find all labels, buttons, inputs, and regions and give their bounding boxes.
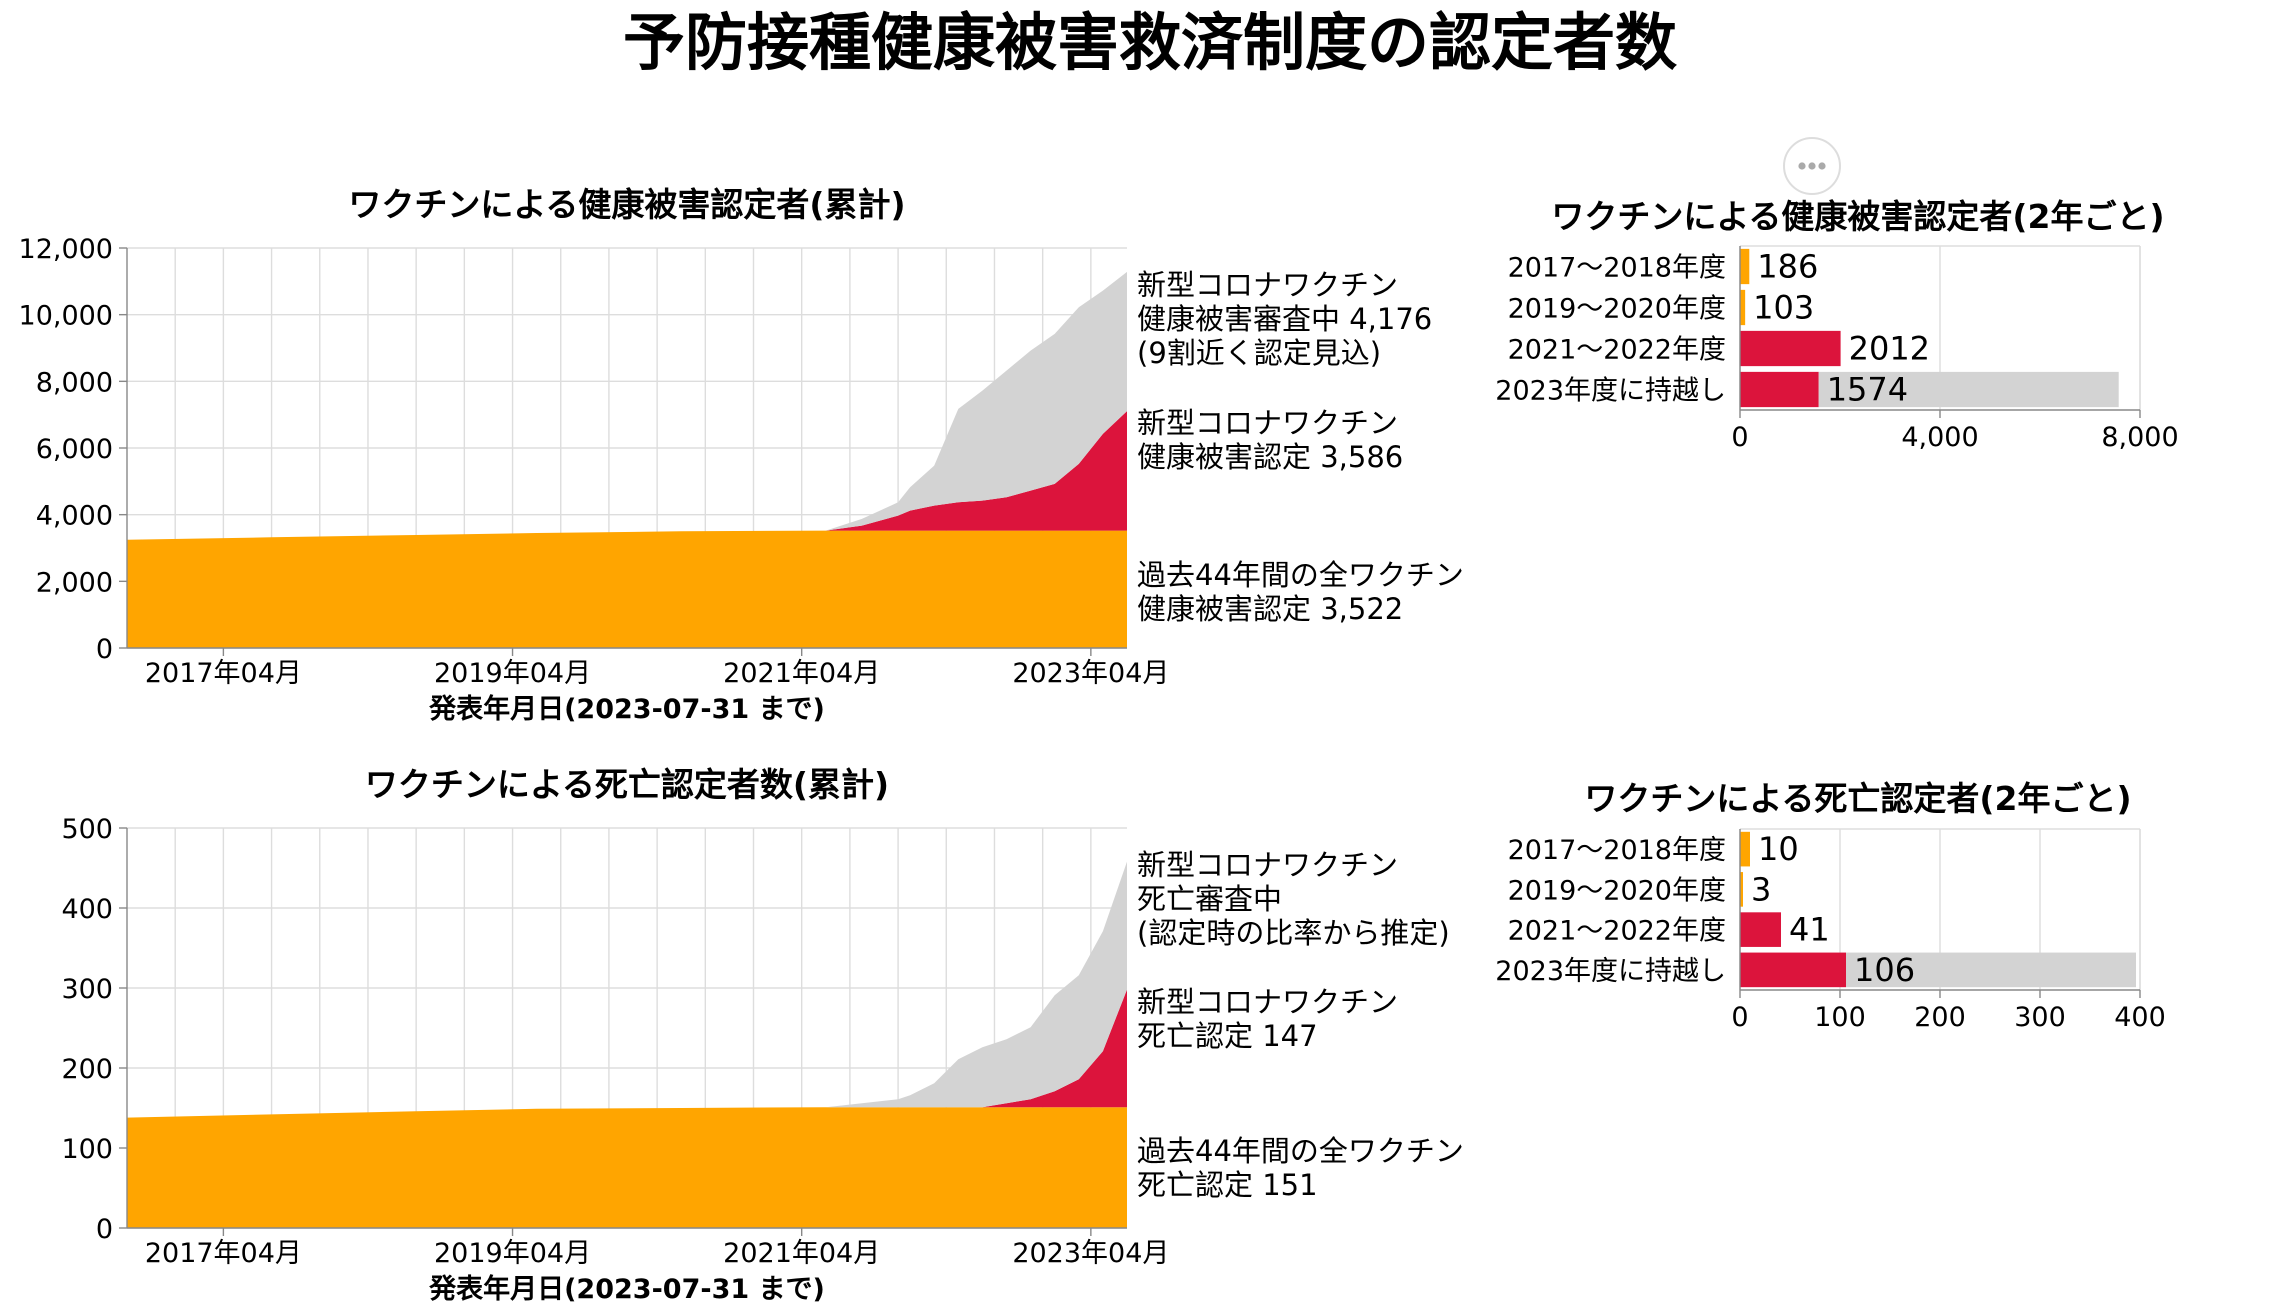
y-tick-label: 2,000 bbox=[36, 567, 113, 598]
health-biennial-chart: ワクチンによる健康被害認定者(2年ごと) 186 2017～2018年度 103 201… bbox=[1495, 197, 2178, 453]
x-tick-label: 0 bbox=[1731, 422, 1748, 453]
bar-value-label: 106 bbox=[1854, 951, 1915, 989]
health-cumulative-chart: ワクチンによる健康被害認定者(累計) 0 2,000 4,000 6,000 8,000 1… bbox=[19, 185, 1464, 725]
bar-value-label: 41 bbox=[1789, 911, 1830, 949]
y-tick-label: 6,000 bbox=[36, 434, 113, 465]
category-label: 2021～2022年度 bbox=[1508, 916, 1726, 947]
series-annotation: 新型コロナワクチン bbox=[1137, 985, 1398, 1019]
x-axis-title: 発表年月日(2023-07-31 まで) bbox=[428, 1273, 825, 1305]
x-tick-label: 400 bbox=[2114, 1002, 2166, 1033]
bar-value-label: 186 bbox=[1757, 248, 1818, 286]
pending-bar bbox=[1846, 952, 2136, 988]
y-tick-label: 8,000 bbox=[36, 367, 113, 398]
x-axis-title: 発表年月日(2023-07-31 まで) bbox=[428, 693, 825, 725]
series-annotation: 健康被害認定 3,586 bbox=[1137, 440, 1403, 474]
chart-title: ワクチンによる健康被害認定者(2年ごと) bbox=[1551, 197, 2164, 236]
series-annotation: 過去44年間の全ワクチン bbox=[1137, 558, 1464, 592]
category-label: 2019～2020年度 bbox=[1508, 875, 1726, 906]
ellipsis-icon bbox=[1798, 162, 1826, 170]
category-label: 2023年度に持越し bbox=[1495, 956, 1726, 987]
axes bbox=[119, 827, 1127, 1236]
series-area-0 bbox=[127, 1107, 1127, 1228]
category-label: 2021～2022年度 bbox=[1508, 335, 1726, 366]
y-tick-label: 400 bbox=[61, 894, 113, 925]
series-area-1 bbox=[127, 989, 1127, 1118]
category-label: 2019～2020年度 bbox=[1508, 294, 1726, 325]
more-actions-button[interactable] bbox=[1783, 137, 1841, 195]
y-tick-label: 4,000 bbox=[36, 501, 113, 532]
bar bbox=[1740, 248, 1750, 285]
death-biennial-chart: ワクチンによる死亡認定者(2年ごと) 10 2017～2018年度 3 2019～202… bbox=[1495, 779, 2165, 1033]
page-title: 予防接種健康被害救済制度の認定者数 bbox=[623, 6, 1677, 79]
series-annotation: 健康被害認定 3,522 bbox=[1137, 592, 1403, 626]
x-tick-label: 100 bbox=[1814, 1002, 1866, 1033]
bar-value-label: 10 bbox=[1758, 830, 1799, 868]
y-tick-label: 100 bbox=[61, 1134, 113, 1165]
x-tick-label: 2021年04月 bbox=[723, 658, 880, 689]
series-area-0 bbox=[127, 530, 1127, 648]
category-label: 2017～2018年度 bbox=[1508, 253, 1726, 284]
y-tick-label: 300 bbox=[61, 974, 113, 1005]
series-annotation: 新型コロナワクチン bbox=[1137, 848, 1398, 882]
x-tick-label: 200 bbox=[1914, 1002, 1966, 1033]
y-tick-label: 12,000 bbox=[19, 234, 113, 265]
series-annotation: 過去44年間の全ワクチン bbox=[1137, 1134, 1464, 1168]
x-tick-label: 2019年04月 bbox=[434, 658, 591, 689]
x-tick-label: 0 bbox=[1731, 1002, 1748, 1033]
bar-value-label: 1574 bbox=[1827, 371, 1908, 409]
bar-value-label: 103 bbox=[1753, 289, 1814, 327]
x-tick-label: 300 bbox=[2014, 1002, 2066, 1033]
y-tick-label: 500 bbox=[61, 814, 113, 845]
x-tick-label: 2017年04月 bbox=[145, 658, 302, 689]
chart-title: ワクチンによる死亡認定者(2年ごと) bbox=[1584, 779, 2131, 818]
x-tick-label: 2021年04月 bbox=[723, 1238, 880, 1269]
bar bbox=[1740, 330, 1841, 367]
series-annotation: 死亡認定 147 bbox=[1137, 1019, 1318, 1053]
chart-title: ワクチンによる健康被害認定者(累計) bbox=[348, 185, 905, 224]
bar bbox=[1740, 371, 1819, 408]
y-tick-label: 200 bbox=[61, 1054, 113, 1085]
series-annotation: 健康被害審査中 4,176 bbox=[1137, 302, 1432, 336]
x-tick-label: 8,000 bbox=[2101, 422, 2178, 453]
axes bbox=[119, 247, 1127, 656]
series-area-1 bbox=[127, 411, 1127, 540]
death-cumulative-chart: ワクチンによる死亡認定者数(累計) 0 100 200 300 400 500 2017年04… bbox=[61, 765, 1463, 1305]
x-tick-label: 4,000 bbox=[1901, 422, 1978, 453]
category-label: 2023年度に持越し bbox=[1495, 376, 1726, 407]
axes bbox=[1739, 246, 2141, 418]
chart-title: ワクチンによる死亡認定者数(累計) bbox=[365, 765, 889, 804]
y-tick-label: 0 bbox=[96, 1214, 113, 1245]
y-tick-label: 0 bbox=[96, 634, 113, 665]
bar bbox=[1740, 912, 1781, 947]
bar-value-label: 2012 bbox=[1849, 330, 1930, 368]
x-tick-label: 2023年04月 bbox=[1012, 658, 1169, 689]
bar-value-label: 3 bbox=[1751, 870, 1771, 908]
series-annotation: 新型コロナワクチン bbox=[1137, 268, 1398, 302]
x-tick-label: 2017年04月 bbox=[145, 1238, 302, 1269]
bar bbox=[1740, 289, 1746, 326]
series-annotation: 死亡認定 151 bbox=[1137, 1168, 1318, 1202]
y-tick-label: 10,000 bbox=[19, 301, 113, 332]
series-annotation: 新型コロナワクチン bbox=[1137, 406, 1398, 440]
axes bbox=[1739, 829, 2141, 998]
series-annotation: (認定時の比率から推定) bbox=[1137, 916, 1450, 950]
series-area-2 bbox=[127, 861, 1127, 1118]
category-label: 2017～2018年度 bbox=[1508, 835, 1726, 866]
series-annotation: 死亡審査中 bbox=[1137, 882, 1282, 916]
series-area-2 bbox=[127, 271, 1127, 540]
bar bbox=[1740, 831, 1750, 867]
x-tick-label: 2023年04月 bbox=[1012, 1238, 1169, 1269]
x-tick-label: 2019年04月 bbox=[434, 1238, 591, 1269]
series-annotation: (9割近く認定見込) bbox=[1137, 336, 1381, 370]
bar bbox=[1740, 872, 1743, 907]
pending-bar bbox=[1818, 371, 2119, 408]
bar bbox=[1740, 952, 1846, 988]
